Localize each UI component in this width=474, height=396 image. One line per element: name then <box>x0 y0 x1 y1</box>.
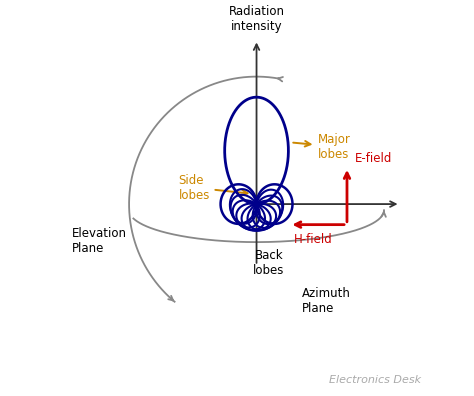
Text: Azimuth
Plane: Azimuth Plane <box>302 287 351 315</box>
Text: H-field: H-field <box>293 233 332 246</box>
Text: Elevation
Plane: Elevation Plane <box>72 227 127 255</box>
Text: Radiation
intensity: Radiation intensity <box>228 6 284 33</box>
Text: Side
lobes: Side lobes <box>178 173 247 202</box>
Text: Electronics Desk: Electronics Desk <box>329 375 421 385</box>
Text: Back
lobes: Back lobes <box>253 249 284 277</box>
Text: Major
lobes: Major lobes <box>293 133 351 160</box>
Text: E-field: E-field <box>355 152 392 165</box>
